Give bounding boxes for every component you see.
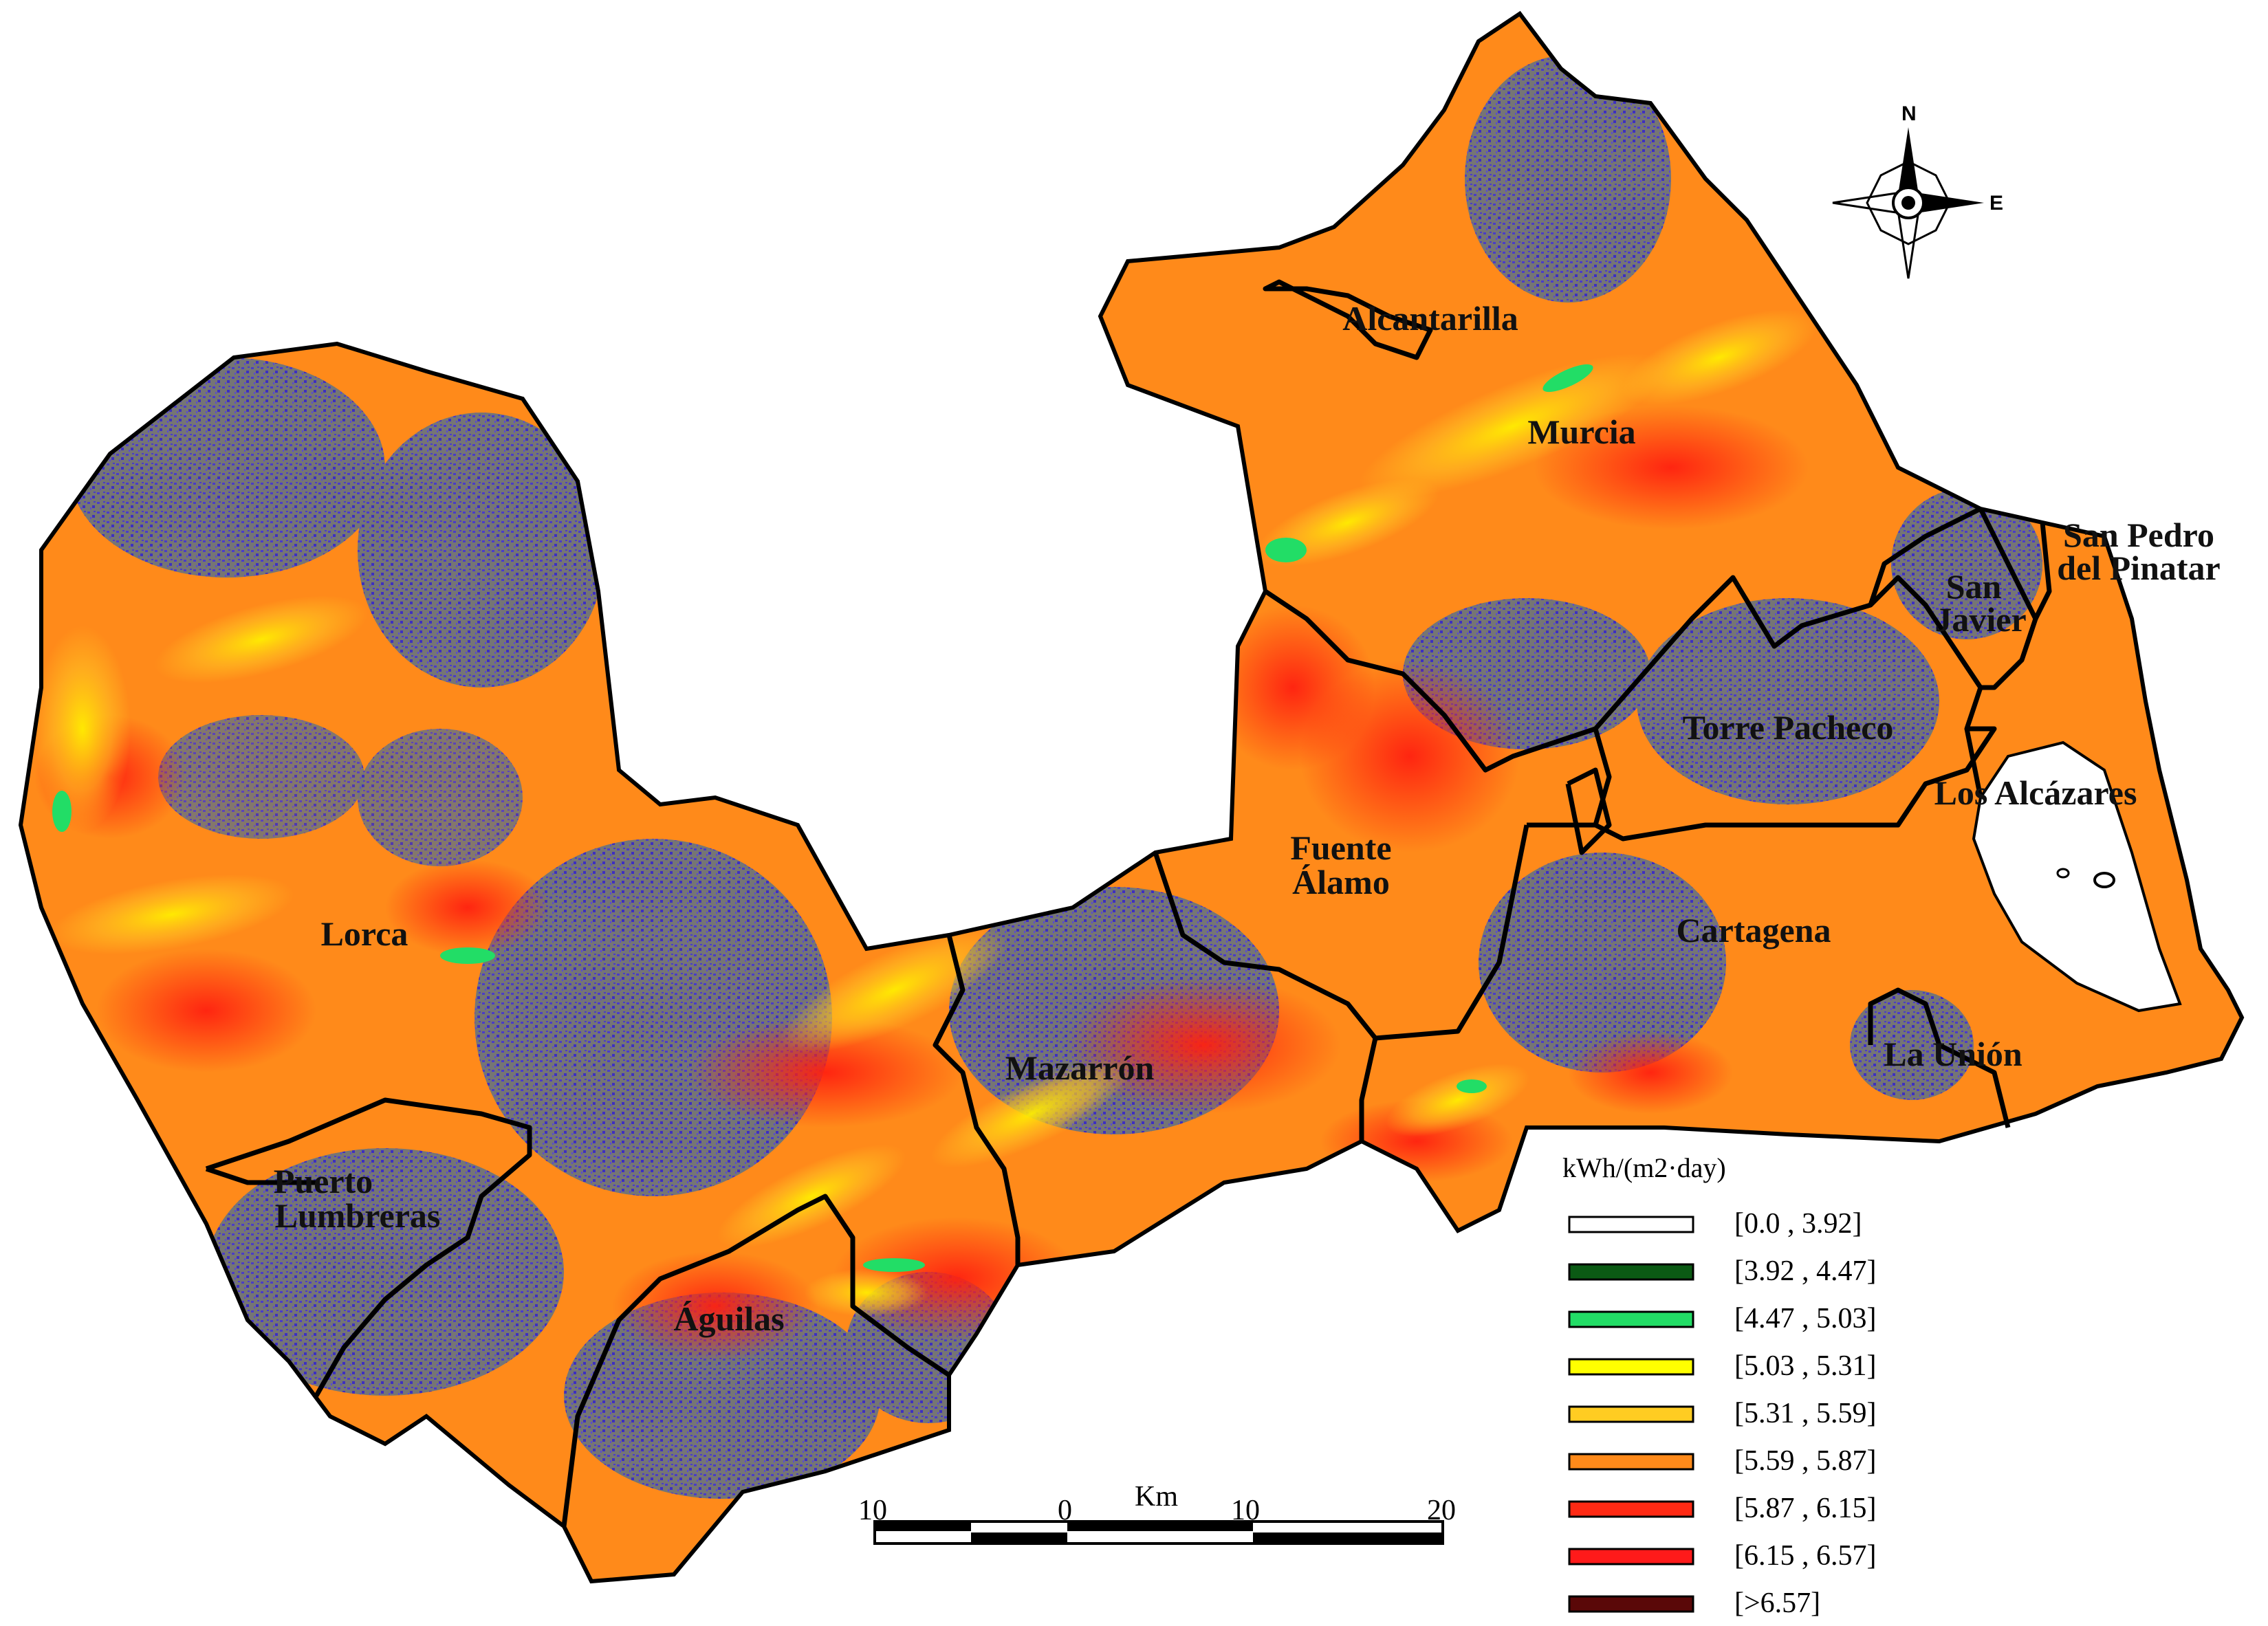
legend-swatch <box>1568 1216 1694 1233</box>
compass-rose: N E <box>1832 102 2003 279</box>
label-san-pedro: San Pedro del Pinatar <box>2057 516 2220 587</box>
legend-item: [6.15 , 6.57] <box>1568 1540 1876 1572</box>
legend-label: [4.47 , 5.03] <box>1734 1303 1876 1334</box>
legend-swatch <box>1568 1500 1694 1518</box>
label-torre-pacheco: Torre Pacheco <box>1683 708 1894 747</box>
legend-title: kWh/(m2·day) <box>1562 1152 1726 1183</box>
legend-label: [>6.57] <box>1734 1587 1820 1619</box>
mid-radiation-ridges <box>34 309 1817 1317</box>
legend-label: [3.92 , 4.47] <box>1734 1255 1876 1287</box>
label-mazarron: Mazarrón <box>1005 1048 1155 1087</box>
compass-east-label: E <box>1989 192 2003 215</box>
legend-label: [5.03 , 5.31] <box>1734 1350 1876 1382</box>
legend-swatch <box>1568 1310 1694 1328</box>
legend-item: [5.59 , 5.87] <box>1568 1445 1876 1477</box>
label-fuente-alamo: Fuente Álamo <box>1290 828 1391 901</box>
lagoon-island <box>2056 868 2070 879</box>
legend-item: [0.0 , 3.92] <box>1568 1208 1862 1240</box>
legend-item: [>6.57] <box>1568 1587 1820 1619</box>
scale-tick-label: 0 <box>1058 1495 1072 1526</box>
label-aguilas: Águilas <box>673 1299 784 1338</box>
label-puerto-lumbreras: Puerto Lumbreras <box>274 1162 441 1235</box>
compass-west-arm <box>1832 192 1897 214</box>
label-la-union: La Unión <box>1884 1035 2022 1073</box>
legend-label: [6.15 , 6.57] <box>1734 1540 1876 1572</box>
label-murcia: Murcia <box>1527 413 1635 451</box>
legend-swatch <box>1568 1453 1694 1471</box>
legend: kWh/(m2·day) [0.0 , 3.92] [3.92 , 4.47] … <box>1562 1152 1876 1619</box>
label-cartagena: Cartagena <box>1677 911 1831 949</box>
legend-item: [5.31 , 5.59] <box>1568 1398 1876 1429</box>
legend-label: [5.87 , 6.15] <box>1734 1493 1876 1524</box>
region-outline <box>18 10 2245 1584</box>
compass-south-arm <box>1897 214 1919 279</box>
scale-tick-label: 10 <box>1231 1495 1260 1526</box>
label-los-alcazares: Los Alcázares <box>1934 773 2137 812</box>
lagoon-island <box>2093 872 2115 888</box>
compass-north-label: N <box>1901 102 1917 125</box>
label-lorca: Lorca <box>321 914 408 953</box>
green-spots <box>52 364 1593 1272</box>
scale-bar: 10 0 10 20 Km <box>858 1481 1456 1545</box>
legend-item: [4.47 , 5.03] <box>1568 1303 1876 1334</box>
label-san-javier: San Javier <box>1934 567 2026 639</box>
legend-swatch <box>1568 1548 1694 1565</box>
scale-unit: Km <box>1135 1481 1178 1513</box>
legend-swatch <box>1568 1263 1694 1281</box>
legend-swatch <box>1568 1405 1694 1423</box>
legend-item: [5.03 , 5.31] <box>1568 1350 1876 1382</box>
municipality-labels: Lorca Puerto Lumbreras Águilas Mazarrón F… <box>274 299 2221 1338</box>
scale-tick-label: 10 <box>858 1495 887 1526</box>
legend-item: [3.92 , 4.47] <box>1568 1255 1876 1287</box>
compass-east-arm <box>1921 193 1984 212</box>
municipal-boundaries <box>205 279 2052 1527</box>
legend-item: [5.87 , 6.15] <box>1568 1493 1876 1524</box>
legend-label: [5.59 , 5.87] <box>1734 1445 1876 1477</box>
legend-swatch <box>1568 1358 1694 1376</box>
scale-tick-label: 20 <box>1427 1495 1456 1526</box>
label-alcantarilla: Alcantarilla <box>1342 299 1518 338</box>
legend-swatch <box>1568 1595 1694 1613</box>
mar-menor-lagoon <box>1972 740 2182 1013</box>
legend-label: [5.31 , 5.59] <box>1734 1398 1876 1429</box>
legend-label: [0.0 , 3.92] <box>1734 1208 1862 1240</box>
compass-north-arm <box>1899 127 1918 190</box>
